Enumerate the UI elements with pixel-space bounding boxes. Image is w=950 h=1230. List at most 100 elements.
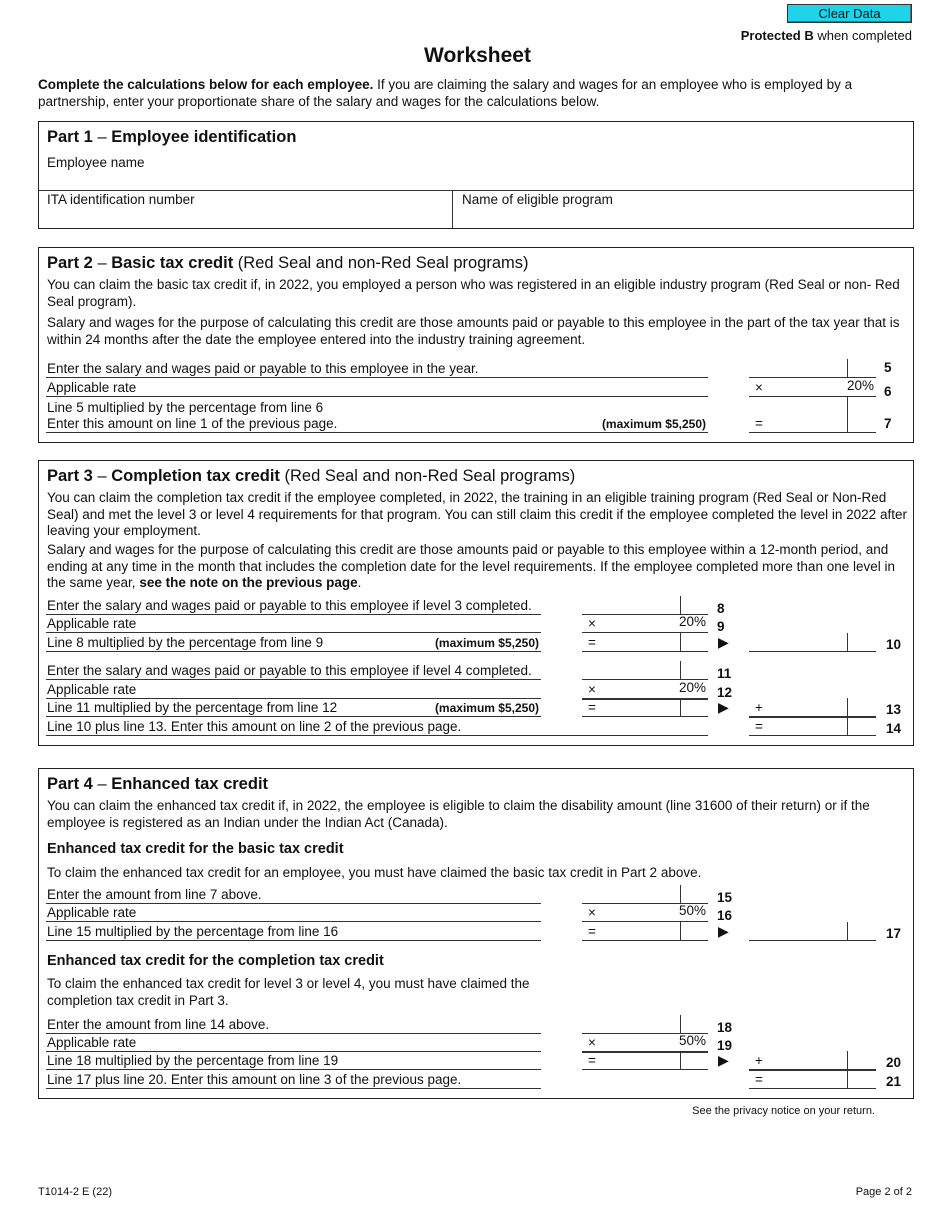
rule-line <box>582 698 708 700</box>
part3-subtitle: (Red Seal and non-Red Seal programs) <box>284 467 576 485</box>
column-divider <box>847 397 848 432</box>
line-number: 17 <box>886 926 902 941</box>
form-id: T1014-2 E (22) <box>38 1186 112 1198</box>
amount-input[interactable] <box>849 923 875 939</box>
amount-input[interactable] <box>682 1052 706 1068</box>
part2-section <box>38 247 914 443</box>
rule-line <box>46 679 541 680</box>
employee-name-field[interactable]: Employee name <box>47 155 907 187</box>
amount-input[interactable] <box>682 699 706 715</box>
amount-input[interactable] <box>682 597 706 613</box>
rule-line <box>582 940 708 941</box>
part3-paragraph-2: Salary and wages for the purpose of calc… <box>47 542 907 592</box>
line-number: 10 <box>886 637 902 652</box>
line-description: Applicable rate <box>47 1035 137 1050</box>
part1-num: Part 1 <box>47 128 93 146</box>
maximum-note: (maximum $5,250) <box>601 417 706 431</box>
operator-sign: = <box>588 1053 596 1068</box>
eligible-program-label: Name of eligible program <box>462 192 613 207</box>
rule-line <box>749 1088 876 1089</box>
right-triangle-arrow-icon: ▶ <box>718 923 729 939</box>
part2-subtitle: (Red Seal and non-Red Seal programs) <box>237 254 529 272</box>
part3-title: Part 3 – Completion tax credit (Red Seal… <box>47 467 576 485</box>
protected-label: Protected B when completed <box>741 28 912 43</box>
amount-input[interactable] <box>682 886 706 902</box>
rule-line <box>46 614 541 615</box>
amount-input[interactable] <box>682 634 706 650</box>
amount-input[interactable] <box>682 1016 706 1032</box>
column-divider <box>680 1015 681 1033</box>
column-divider <box>680 922 681 940</box>
rule-line <box>46 432 708 433</box>
right-triangle-arrow-icon: ▶ <box>718 699 729 715</box>
amount-input[interactable] <box>849 699 875 715</box>
amount-input[interactable] <box>849 634 875 650</box>
part4-subheading-basic: Enhanced tax credit for the basic tax cr… <box>47 841 344 857</box>
rule-line <box>582 1069 708 1070</box>
line-description: Applicable rate <box>47 380 137 395</box>
eligible-program-field[interactable]: Name of eligible program <box>462 192 902 226</box>
rule-line <box>582 1051 708 1053</box>
protected-rest: when completed <box>813 28 912 43</box>
amount-input[interactable] <box>849 400 875 430</box>
divider <box>38 190 914 191</box>
part3-num: Part 3 <box>47 467 93 485</box>
column-divider <box>847 698 848 716</box>
employee-name-label: Employee name <box>47 155 145 170</box>
right-triangle-arrow-icon: ▶ <box>718 634 729 650</box>
ita-number-field[interactable]: ITA identification number <box>47 192 447 226</box>
rule-line <box>749 1069 876 1071</box>
column-divider <box>847 359 848 377</box>
line-number: 19 <box>717 1038 733 1053</box>
line-description: Line 5 multiplied by the percentage from… <box>47 400 324 415</box>
rule-line <box>582 1033 708 1034</box>
part4-completion-text: To claim the enhanced tax credit for lev… <box>47 976 530 1008</box>
line-description: Enter the salary and wages paid or payab… <box>47 663 532 678</box>
rate-value: 20% <box>846 378 874 393</box>
line-number: 12 <box>717 685 733 700</box>
line-number: 11 <box>717 666 732 681</box>
rule-line <box>46 396 708 397</box>
line-description: Applicable rate <box>47 682 137 697</box>
rule-line <box>749 396 876 397</box>
amount-input[interactable] <box>682 662 706 678</box>
intro-bold: Complete the calculations below for each… <box>38 77 374 92</box>
line-number: 16 <box>717 908 733 923</box>
operator-sign: × <box>588 905 596 920</box>
clear-data-button[interactable]: Clear Data <box>787 4 912 23</box>
maximum-note: (maximum $5,250) <box>434 636 539 650</box>
ita-number-label: ITA identification number <box>47 192 195 207</box>
amount-input[interactable] <box>682 923 706 939</box>
part3-p2-bold: see the note on the previous page <box>139 575 358 590</box>
rule-line <box>749 377 876 378</box>
amount-input[interactable] <box>849 1052 875 1068</box>
rule-line <box>46 632 541 633</box>
operator-sign: × <box>588 616 596 631</box>
column-divider <box>847 1070 848 1088</box>
column-divider <box>680 661 681 679</box>
column-divider <box>847 717 848 735</box>
column-divider <box>680 633 681 651</box>
line-description: Line 8 multiplied by the percentage from… <box>47 635 324 650</box>
line-number: 20 <box>886 1055 902 1070</box>
rule-line <box>46 1069 541 1070</box>
line-description: Enter the salary and wages paid or payab… <box>47 361 479 376</box>
rule-line <box>46 921 541 922</box>
rule-line <box>749 716 876 718</box>
column-divider <box>847 1051 848 1069</box>
amount-input[interactable] <box>849 718 875 734</box>
rule-line <box>46 716 541 717</box>
amount-input[interactable] <box>849 360 875 376</box>
column-divider <box>680 596 681 614</box>
intro-text: Complete the calculations below for each… <box>38 77 878 110</box>
rule-line <box>46 377 708 378</box>
operator-sign: = <box>588 635 596 650</box>
part2-heading: Basic tax credit <box>111 254 234 272</box>
column-divider <box>680 885 681 903</box>
amount-input[interactable] <box>849 1071 875 1087</box>
operator-sign: = <box>588 924 596 939</box>
line-number: 18 <box>717 1020 733 1035</box>
maximum-note: (maximum $5,250) <box>434 701 539 715</box>
line-description: Enter this amount on line 1 of the previ… <box>47 416 338 431</box>
intro-rest: If you are claiming the salary and wages… <box>38 77 853 109</box>
